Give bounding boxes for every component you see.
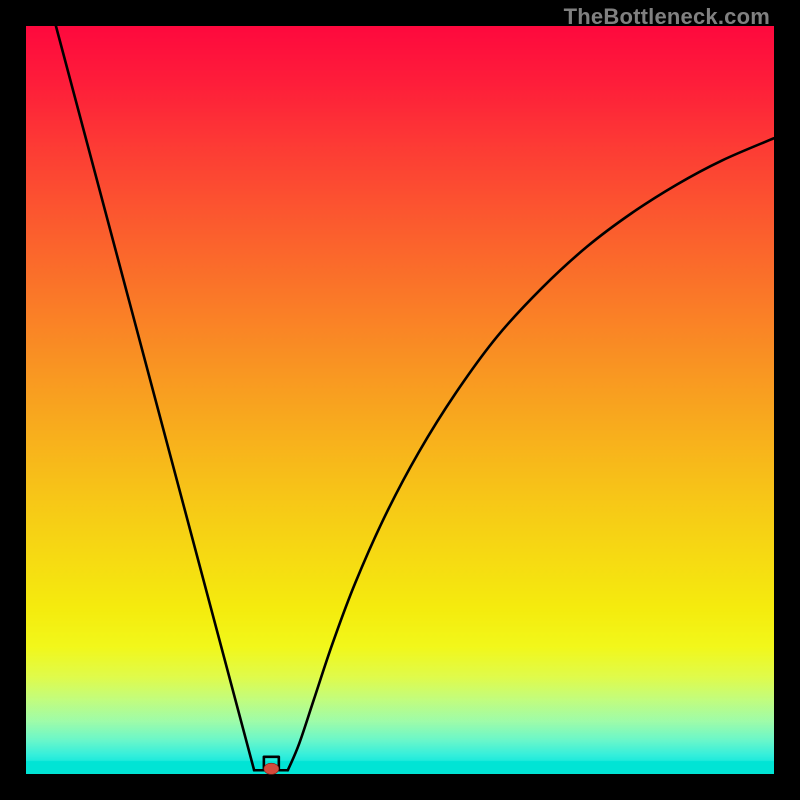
watermark-text: TheBottleneck.com: [564, 4, 770, 30]
chart-stage: TheBottleneck.com: [0, 0, 800, 800]
gradient-plot-area: [26, 26, 774, 774]
